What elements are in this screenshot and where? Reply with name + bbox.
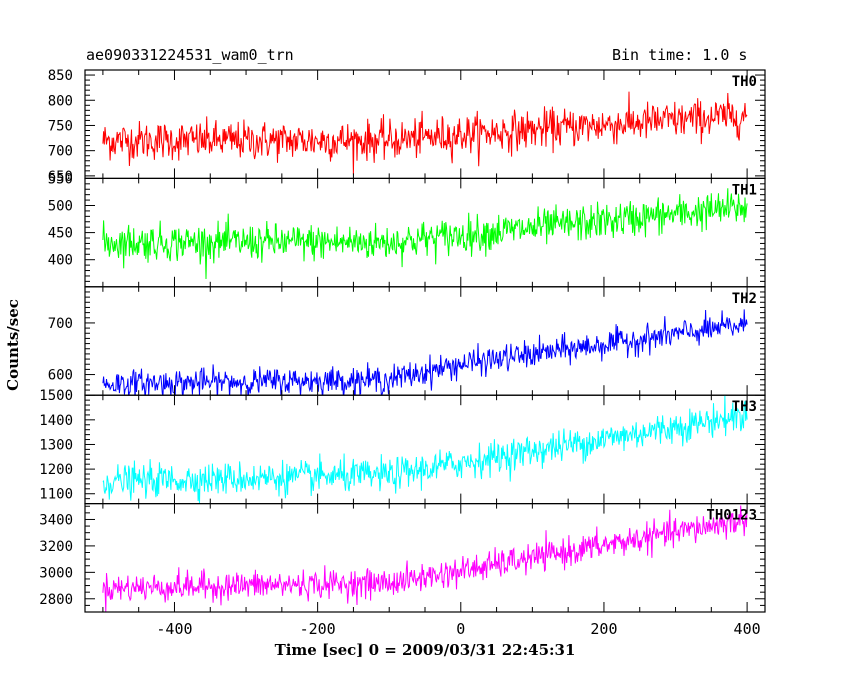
panel-label: TH3 <box>732 399 757 415</box>
y-tick-label: 850 <box>48 68 73 84</box>
panel-th1: 400 450 500 550 TH1 <box>48 171 766 288</box>
x-tick-label: 0 <box>456 620 465 638</box>
panel-label: TH2 <box>732 291 757 307</box>
series-line-th0 <box>102 91 748 175</box>
y-tick-label: 1300 <box>39 437 73 453</box>
y-tick-label: 2800 <box>39 592 73 608</box>
y-tick-label: 650 <box>48 169 73 185</box>
panel-th2: 600 700 TH2 <box>48 286 766 396</box>
panel-label: TH0 <box>732 74 757 90</box>
series-line-th1 <box>102 188 748 280</box>
y-tick-label: 750 <box>48 118 73 134</box>
panel-frame <box>84 394 766 505</box>
y-axis-label: Counts/sec <box>4 299 22 391</box>
y-tick-label: 3200 <box>39 539 73 555</box>
y-tick-label: 1400 <box>39 413 73 429</box>
y-tick-label: 400 <box>48 253 73 269</box>
panel-label: TH0123 <box>706 508 757 524</box>
x-tick-label: 200 <box>590 620 617 638</box>
y-tick-label: 550 <box>48 171 73 187</box>
x-tick-labels: -400 -200 0 200 400 <box>156 620 760 638</box>
bin-time-label: Bin time: 1.0 s <box>612 46 747 64</box>
panel-th0123: 2800 3000 3200 3400 TH0123 <box>39 503 766 613</box>
panel-label: TH1 <box>732 182 757 198</box>
panel-th3: 1100 1200 1300 1400 1500 TH3 <box>39 388 766 505</box>
x-tick-label: -200 <box>300 620 336 638</box>
y-tick-label: 1100 <box>39 487 73 503</box>
y-tick-label: 1200 <box>39 462 73 478</box>
y-tick-label: 500 <box>48 199 73 215</box>
y-tick-label: 1500 <box>39 388 73 404</box>
y-tick-label: 700 <box>48 316 73 332</box>
series-line-th0123 <box>102 505 748 613</box>
panels-group: 650 700 750 800 850 TH0 400 450 500 550 TH1 600 700 T… <box>39 68 766 613</box>
series-line-th2 <box>102 309 748 396</box>
y-tick-label: 450 <box>48 226 73 242</box>
x-tick-label: 400 <box>734 620 761 638</box>
y-tick-label: 3400 <box>39 512 73 528</box>
x-tick-label: -400 <box>156 620 192 638</box>
y-tick-label: 800 <box>48 93 73 109</box>
series-line-th3 <box>102 395 748 504</box>
y-tick-label: 3000 <box>39 565 73 581</box>
x-axis-label: Time [sec] 0 = 2009/03/31 22:45:31 <box>275 641 576 659</box>
y-tick-label: 600 <box>48 368 73 384</box>
y-tick-label: 700 <box>48 144 73 160</box>
panel-frame <box>84 503 766 613</box>
chart-title: ae090331224531_wam0_trn <box>86 46 294 64</box>
panel-th0: 650 700 750 800 850 TH0 <box>48 68 766 185</box>
